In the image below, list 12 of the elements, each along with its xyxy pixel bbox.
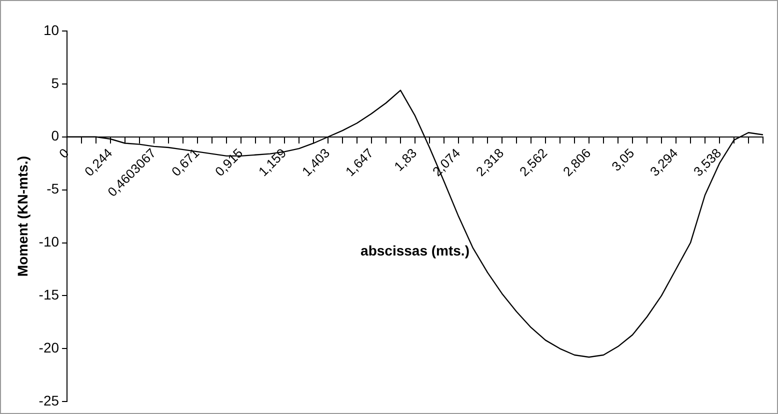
y-tick-label: -25	[38, 392, 60, 408]
y-axis-title: Moment (KN-mts.)	[14, 156, 30, 277]
y-tick-label: 5	[51, 74, 60, 91]
x-axis-title: abscissas (mts.)	[360, 242, 470, 259]
y-tick-label: -20	[38, 340, 60, 356]
y-tick-label: 0	[51, 128, 60, 144]
y-tick-label: -15	[38, 286, 60, 303]
y-tick-label: -10	[38, 234, 60, 250]
y-tick-label: 10	[43, 22, 60, 38]
x-tick-label: 1,83	[391, 145, 420, 174]
y-tick-label: -5	[46, 180, 60, 197]
x-tick-label: 3,05	[608, 145, 638, 174]
